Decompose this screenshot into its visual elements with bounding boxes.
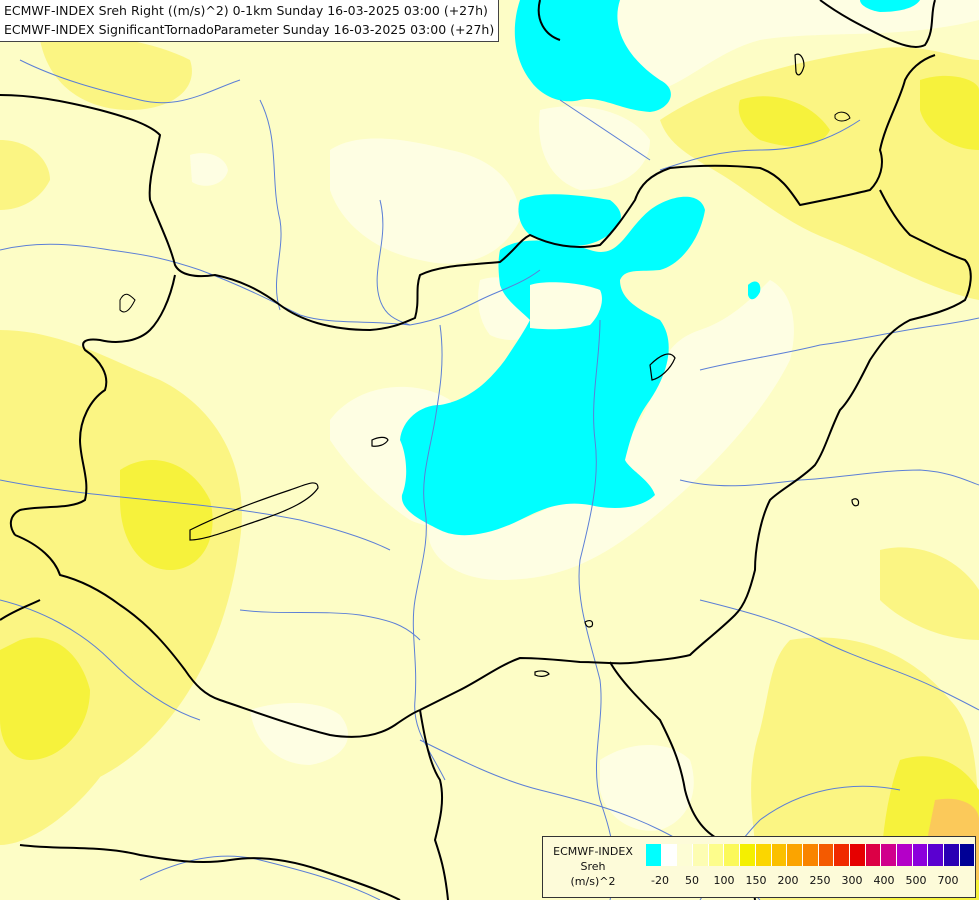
legend-title-line-3: (m/s)^2 <box>570 875 616 888</box>
legend-title-line-1: ECMWF-INDEX <box>553 845 633 858</box>
legend-tick-label: 200 <box>777 874 799 887</box>
legend-swatch <box>959 844 976 866</box>
legend-swatch <box>755 844 772 866</box>
legend-title: ECMWF-INDEX Sreh (m/s)^2 <box>543 844 643 889</box>
legend-swatch <box>740 844 756 866</box>
legend-tick-label: 500 <box>905 874 927 887</box>
legend-swatch <box>849 844 866 866</box>
legend-swatch <box>802 844 819 866</box>
legend-swatch <box>865 844 882 866</box>
minor-borders <box>119 111 851 313</box>
legend-swatch <box>944 844 960 866</box>
legend-swatch <box>661 844 678 866</box>
rivers <box>0 59 979 900</box>
legend-tick-label: 250 <box>809 874 831 887</box>
legend-tick-label: 50 <box>685 874 699 887</box>
legend-tick-label: 150 <box>745 874 767 887</box>
legend-swatch <box>724 844 741 866</box>
legend-swatch <box>928 844 945 866</box>
legend-ticks: -20 50 100 150 200 250 300 400 500 700 <box>646 874 966 890</box>
lakes <box>189 53 860 677</box>
legend-swatch <box>771 844 788 866</box>
legend-swatch <box>818 844 835 866</box>
legend-swatch <box>677 844 694 866</box>
legend-swatch <box>912 844 929 866</box>
legend-swatch <box>834 844 850 866</box>
legend-swatches <box>646 844 976 866</box>
legend-tick-label: 400 <box>873 874 895 887</box>
map-title-box: ECMWF-INDEX Sreh Right ((m/s)^2) 0-1km S… <box>0 0 500 42</box>
sreh-negative-areas <box>400 0 920 536</box>
legend-swatch <box>708 844 725 866</box>
legend-tick-label: -20 <box>651 874 669 887</box>
legend-swatch <box>693 844 709 866</box>
color-legend: ECMWF-INDEX Sreh (m/s)^2 -20 50 100 150 200 2… <box>542 836 976 898</box>
title-line-2: ECMWF-INDEX SignificantTornadoParameter … <box>4 22 495 37</box>
legend-swatch <box>897 844 913 866</box>
legend-swatch <box>881 844 897 866</box>
legend-tick-label: 700 <box>937 874 959 887</box>
legend-swatch <box>646 844 662 866</box>
sreh-pale-areas <box>190 0 979 831</box>
legend-swatch <box>787 844 803 866</box>
title-line-1: ECMWF-INDEX Sreh Right ((m/s)^2) 0-1km S… <box>4 3 488 18</box>
legend-tick-label: 300 <box>841 874 863 887</box>
legend-title-line-2: Sreh <box>580 860 606 873</box>
legend-tick-label: 100 <box>713 874 735 887</box>
